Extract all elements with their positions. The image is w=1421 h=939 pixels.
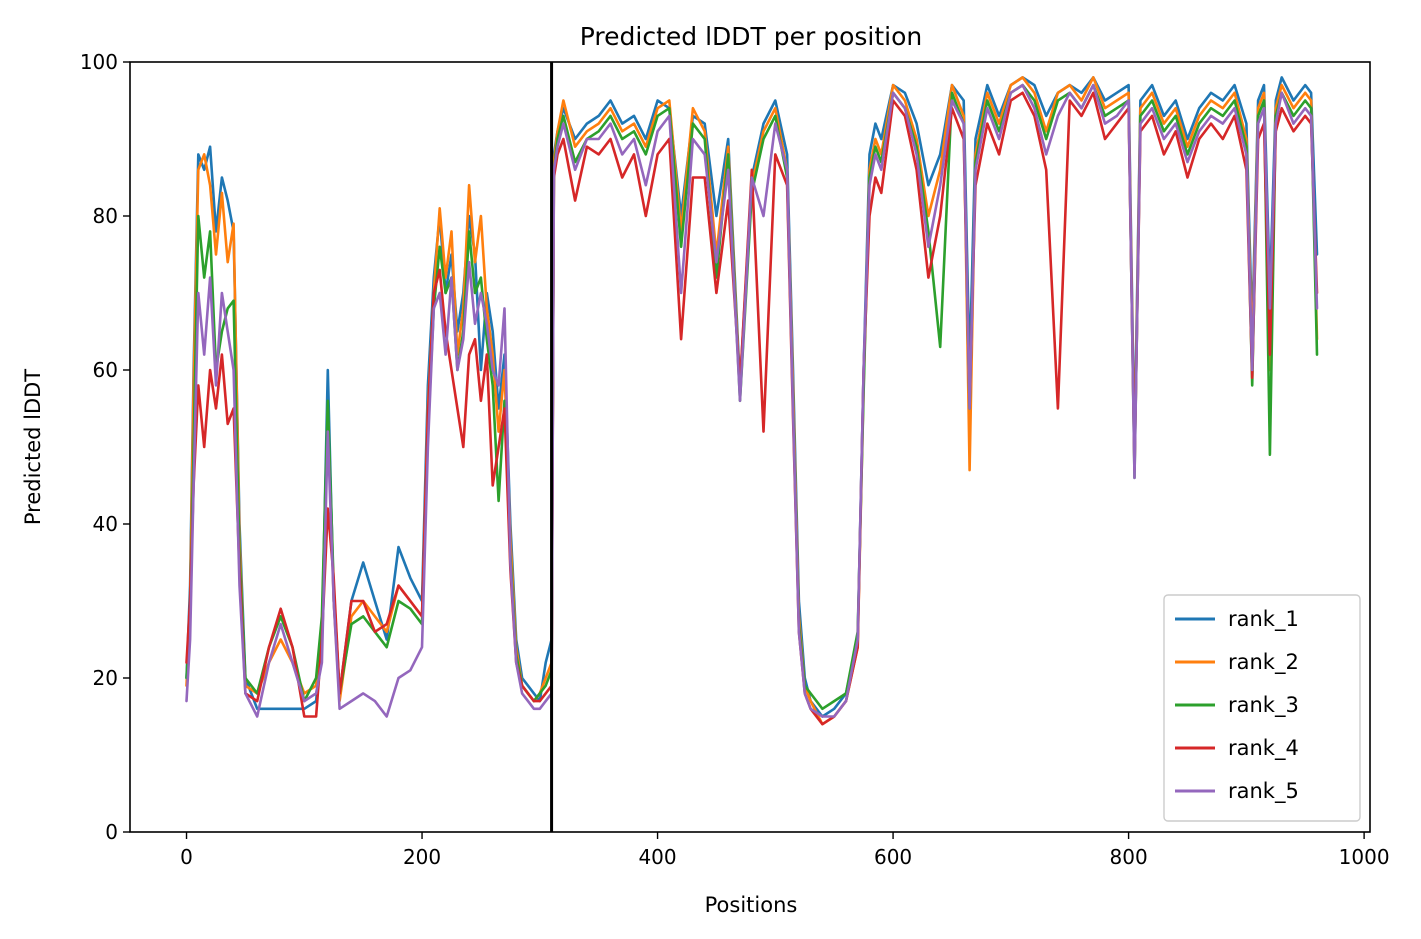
legend-label-rank_5: rank_5 — [1228, 779, 1299, 804]
legend-label-rank_1: rank_1 — [1228, 607, 1299, 632]
plddt-chart: Predicted lDDT per position 0 200 400 600 80… — [0, 0, 1421, 939]
y-tick-label: 20 — [93, 666, 118, 690]
legend-label-rank_4: rank_4 — [1228, 736, 1299, 761]
x-tick-label: 200 — [403, 845, 441, 869]
x-tick-label: 400 — [638, 845, 676, 869]
x-tick-label: 800 — [1110, 845, 1148, 869]
x-axis-ticks: 0 200 400 600 800 1000 — [180, 832, 1389, 869]
y-tick-label: 0 — [105, 820, 118, 844]
y-tick-label: 60 — [93, 358, 118, 382]
y-tick-label: 100 — [80, 50, 118, 74]
legend-label-rank_2: rank_2 — [1228, 650, 1299, 675]
y-axis-ticks: 0 20 40 60 80 100 — [80, 50, 130, 844]
x-axis-title: Positions — [705, 893, 798, 917]
x-tick-label: 0 — [180, 845, 193, 869]
y-axis-title: Predicted lDDT — [21, 369, 45, 525]
legend-label-rank_3: rank_3 — [1228, 693, 1299, 718]
series-layer — [187, 77, 1318, 724]
x-tick-label: 1000 — [1339, 845, 1390, 869]
y-tick-label: 80 — [93, 204, 118, 228]
chart-title: Predicted lDDT per position — [580, 22, 922, 51]
y-tick-label: 40 — [93, 512, 118, 536]
x-tick-label: 600 — [874, 845, 912, 869]
legend: rank_1 rank_2 rank_3 rank_4 rank_5 — [1164, 595, 1360, 821]
